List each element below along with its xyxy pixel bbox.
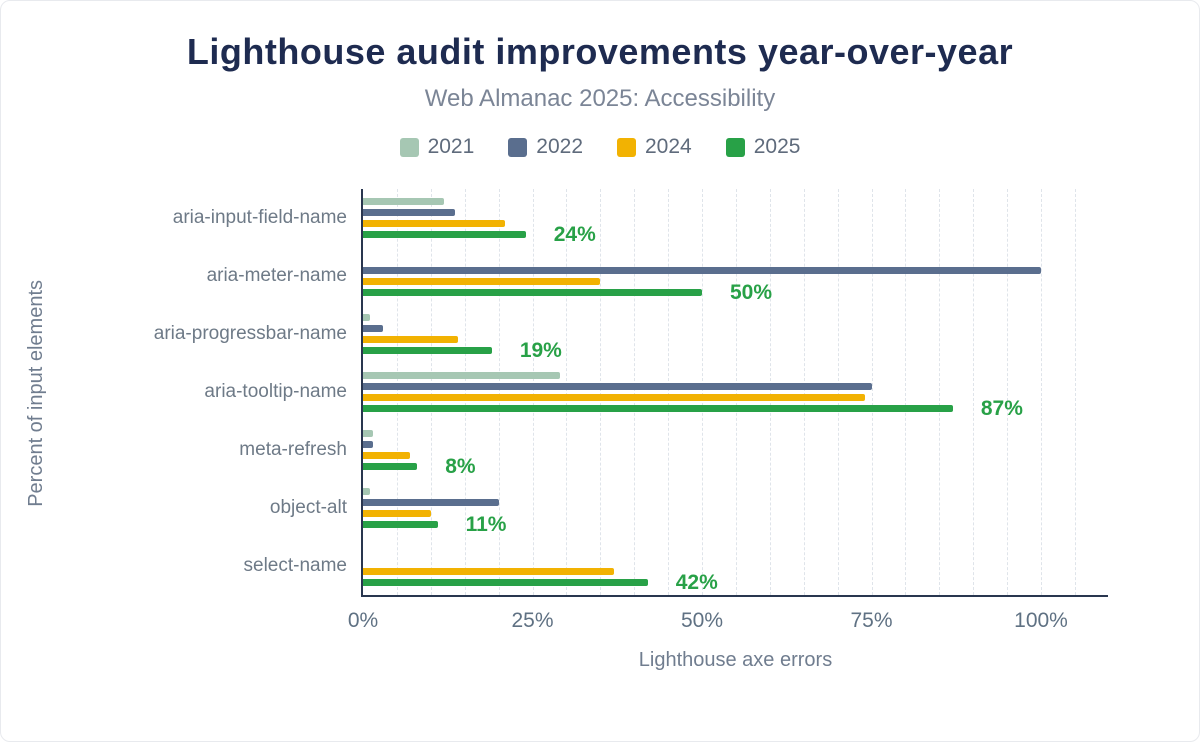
- legend-item-2021[interactable]: 2021: [399, 135, 475, 159]
- category-label: aria-tooltip-name: [204, 381, 347, 402]
- gridline: [735, 189, 737, 595]
- gridline: [634, 189, 636, 595]
- bar-group-aria-progressbar-name: 19%: [363, 305, 1108, 363]
- gridline: [769, 189, 771, 595]
- bar-2024-aria-progressbar-name: [363, 336, 458, 343]
- bar-group-meta-refresh: 8%: [363, 421, 1108, 479]
- legend-item-2025[interactable]: 2025: [725, 135, 801, 159]
- category-label: meta-refresh: [239, 439, 347, 460]
- bar-2025-object-alt: [363, 521, 438, 528]
- y-axis-title: Percent of input elements: [1, 189, 71, 597]
- gridline: [973, 189, 975, 595]
- category-label: select-name: [243, 555, 348, 576]
- gridline: [803, 189, 805, 595]
- legend-item-2024[interactable]: 2024: [617, 135, 692, 159]
- bar-2022-aria-tooltip-name: [363, 383, 872, 390]
- legend-swatch-2021: [399, 137, 419, 157]
- bar-2024-meta-refresh: [363, 452, 411, 459]
- bar-group-aria-input-field-name: 24%: [363, 189, 1108, 247]
- value-label-select-name: 42%: [675, 570, 718, 594]
- bar-2024-aria-tooltip-name: [363, 394, 865, 401]
- category-label: object-alt: [269, 497, 347, 518]
- plot-area: 24% 50% 19% 87% 8% 11% 42%: [361, 189, 1108, 597]
- gridline: [871, 189, 873, 595]
- x-tick-label: 50%: [680, 609, 724, 632]
- category-label: aria-progressbar-name: [153, 323, 347, 344]
- gridline: [905, 189, 907, 595]
- gridline: [939, 189, 941, 595]
- bar-2025-aria-progressbar-name: [363, 347, 492, 354]
- gridline: [498, 189, 500, 595]
- category-label: aria-input-field-name: [172, 207, 347, 228]
- bar-2021-aria-input-field-name: [363, 198, 445, 205]
- bar-2025-aria-tooltip-name: [363, 405, 953, 412]
- bar-2021-aria-progressbar-name: [363, 314, 370, 321]
- gridline: [1007, 189, 1009, 595]
- bar-2022-object-alt: [363, 499, 499, 506]
- x-tick-label: 25%: [511, 609, 554, 632]
- value-label-aria-progressbar-name: 19%: [519, 338, 562, 362]
- x-tick-label: 75%: [850, 609, 893, 632]
- legend-label: 2025: [753, 135, 801, 158]
- x-tick-label: 0%: [347, 609, 379, 632]
- legend-item-2022[interactable]: 2022: [508, 135, 583, 159]
- legend-swatch-2022: [508, 137, 528, 157]
- chart-area: Percent of input elements aria-input-fie…: [1, 189, 1199, 672]
- gridline: [837, 189, 839, 595]
- legend: 2021 2022 2024 2025: [1, 135, 1199, 159]
- gridline: [702, 189, 703, 595]
- gridline: [464, 189, 466, 595]
- gridline: [1074, 189, 1076, 595]
- chart-title: Lighthouse audit improvements year-over-…: [186, 31, 1014, 72]
- gridline: [396, 189, 398, 595]
- gridline: [430, 189, 432, 595]
- bar-2022-aria-progressbar-name: [363, 325, 384, 332]
- bar-2024-aria-input-field-name: [363, 220, 506, 227]
- value-label-aria-meter-name: 50%: [730, 280, 773, 304]
- legend-swatch-2025: [725, 137, 745, 157]
- legend-label: 2022: [536, 135, 583, 158]
- gridline: [566, 189, 568, 595]
- value-label-aria-input-field-name: 24%: [553, 222, 596, 246]
- bar-2021-object-alt: [363, 488, 370, 495]
- y-axis-title-text: Percent of input elements: [24, 279, 47, 507]
- bar-2025-aria-input-field-name: [363, 231, 526, 238]
- category-label: aria-meter-name: [206, 265, 347, 286]
- bar-2025-meta-refresh: [363, 463, 418, 470]
- x-axis-title: Lighthouse axe errors: [638, 649, 833, 671]
- legend-label: 2021: [427, 135, 475, 158]
- bar-2022-aria-input-field-name: [363, 209, 455, 216]
- gridline: [1041, 189, 1042, 595]
- gridline: [532, 189, 534, 595]
- gridline: [668, 189, 670, 595]
- bar-2021-aria-tooltip-name: [363, 372, 560, 379]
- bar-2022-aria-meter-name: [363, 267, 1041, 274]
- bar-2021-meta-refresh: [363, 430, 374, 437]
- bar-2024-select-name: [363, 568, 614, 575]
- legend-label: 2024: [645, 135, 692, 158]
- bar-group-object-alt: 11%: [363, 479, 1108, 537]
- value-label-object-alt: 11%: [465, 512, 507, 536]
- bar-2024-aria-meter-name: [363, 278, 601, 285]
- bar-2022-meta-refresh: [363, 441, 374, 448]
- bar-2024-object-alt: [363, 510, 431, 517]
- bar-2025-select-name: [363, 579, 648, 586]
- chart-subtitle: Web Almanac 2025: Accessibility: [424, 85, 776, 112]
- legend-swatch-2024: [617, 137, 636, 157]
- x-tick-label: 100%: [1014, 609, 1068, 632]
- bar-group-aria-meter-name: 50%: [363, 247, 1108, 305]
- bar-2025-aria-meter-name: [363, 289, 702, 296]
- bar-group-select-name: 42%: [363, 537, 1108, 595]
- value-label-meta-refresh: 8%: [445, 454, 476, 478]
- bar-rows: 24% 50% 19% 87% 8% 11% 42%: [363, 189, 1108, 595]
- category-labels: aria-input-field-name aria-meter-name aria…: [71, 189, 361, 597]
- gridline: [600, 189, 602, 595]
- x-axis-ticks: 0% 25% 50% 75% 100%: [348, 597, 1108, 635]
- bar-group-aria-tooltip-name: 87%: [363, 363, 1108, 421]
- value-label-aria-tooltip-name: 87%: [980, 396, 1023, 420]
